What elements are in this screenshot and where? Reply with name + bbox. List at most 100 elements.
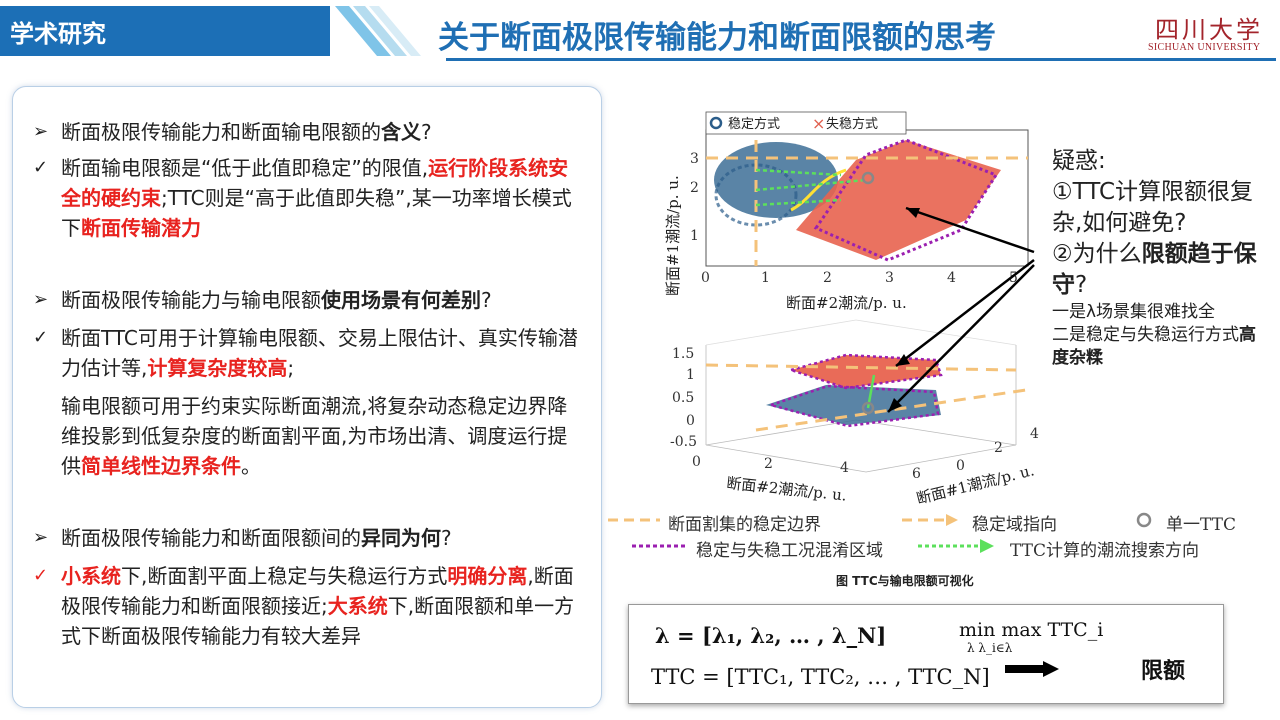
- legend-single-ttc: 单一TTC: [1166, 515, 1237, 535]
- ttc-visualization-figure: 稳定方式 × 失稳方式 0 1 2 3 4 5 1 2 3 断面#2潮流/p. …: [664, 111, 1039, 508]
- tick-label: 2: [690, 180, 699, 196]
- emphasis: 使用场景有何差别: [321, 288, 481, 312]
- title-underline: [446, 58, 1276, 61]
- text: ,断面极限传输能力和断面限额接近;: [61, 564, 574, 618]
- tick-label: 2: [764, 456, 773, 472]
- content-panel: ➢ 断面极限传输能力和断面输电限额的含义? ✓ 断面输电限额是“低于此值即稳定”…: [12, 86, 602, 708]
- legend-boundary: 断面割集的稳定边界: [668, 515, 821, 535]
- paragraph-limit: 输电限额可用于约束实际断面潮流,将复杂动态稳定边界降维投影到低复杂度的断面割平面…: [33, 391, 581, 481]
- bottom-ylabel: 断面#1潮流/p. u.: [915, 461, 1037, 508]
- top-legend: [705, 111, 907, 135]
- emphasis: 高度杂糅: [1052, 325, 1256, 368]
- ttc-definition: TTC = [TTC₁, TTC₂, … , TTC_N]: [651, 665, 990, 689]
- text: 下,断面割平面上稳定与失稳运行方式: [121, 564, 448, 588]
- highlight: 运行阶段系统安全的硬约束: [61, 156, 569, 210]
- text: 断面输电限额是“低于此值即稳定”的限值,: [61, 156, 429, 180]
- check-icon: ✓: [33, 565, 49, 586]
- highlight: 明确分离: [447, 564, 528, 588]
- unstable-marker-icon: ×: [812, 114, 825, 133]
- text: ;: [287, 356, 295, 380]
- arrow-bullet-icon: ➢: [33, 527, 49, 548]
- decorative-stripes: [335, 6, 421, 56]
- legend-markers: [608, 512, 1152, 553]
- highlight: 小系统: [61, 564, 121, 588]
- legend-search: TTC计算的潮流搜索方向: [1010, 541, 1200, 561]
- text: 输电限额可用于约束实际断面潮流,将复杂动态稳定边界降维投影到低复杂度的断面割平面…: [61, 394, 568, 478]
- check-icon: ✓: [33, 157, 49, 178]
- answer-1: 一是λ场景集很难找全: [1052, 302, 1216, 322]
- text: 断面极限传输能力与输电限额: [61, 288, 321, 312]
- bullet-difference: ➢ 断面极限传输能力和断面限额间的异同为何?: [33, 523, 581, 553]
- highlight: 大系统: [327, 594, 388, 618]
- question-1: ①TTC计算限额很复杂,如何避免?: [1052, 179, 1254, 236]
- top-plot: 稳定方式 × 失稳方式 0 1 2 3 4 5 1 2 3 断面#2潮流/p. …: [664, 111, 1029, 312]
- tick-label: 5: [1009, 270, 1018, 286]
- tick-label: 2: [994, 440, 1003, 456]
- bullet-meaning: ➢ 断面极限传输能力和断面输电限额的含义?: [33, 117, 581, 147]
- text: 二是稳定与失稳运行方式: [1052, 325, 1239, 345]
- legend-direction: 稳定域指向: [972, 515, 1057, 535]
- text: 断面极限传输能力和断面限额间的: [61, 526, 361, 550]
- tick-label: 1: [761, 270, 770, 286]
- page-title: 关于断面极限传输能力和断面限额的思考: [438, 20, 996, 56]
- tick-label: 0: [956, 458, 965, 474]
- bottom-xlabel: 断面#2潮流/p. u.: [726, 474, 848, 505]
- tick-label: 3: [885, 270, 894, 286]
- emphasis: 含义: [381, 120, 421, 144]
- text: ?: [441, 526, 452, 550]
- tick-label: 1: [690, 228, 699, 244]
- emphasis: 异同为何: [361, 526, 441, 550]
- minmax-subscript: λ λ_i∈λ: [967, 641, 1013, 655]
- check-meaning: ✓ 断面输电限额是“低于此值即稳定”的限值,运行阶段系统安全的硬约束;TTC则是…: [33, 153, 581, 243]
- arrow-bullet-icon: ➢: [33, 121, 49, 142]
- highlight: 计算复杂度较高: [147, 356, 288, 380]
- text: ?: [481, 288, 492, 312]
- question-heading: 疑惑:: [1052, 148, 1106, 174]
- bottom-3d-plot: 1.5 1 0.5 0 -0.5 0 2 4 6 0 2 4 断面#2潮流/p.…: [670, 319, 1039, 508]
- tick-label: 4: [840, 460, 849, 476]
- tick-label: 2: [823, 270, 832, 286]
- stable-marker-icon: [709, 116, 723, 130]
- single-ttc-icon: [1136, 512, 1152, 528]
- header: 学术研究 关于断面极限传输能力和断面限额的思考 四川大学 SICHUAN UNI…: [0, 0, 1280, 70]
- lambda-definition: λ = [λ₁, λ₂, … , λ_N]: [655, 623, 887, 648]
- formula-box: λ = [λ₁, λ₂, … , λ_N] TTC = [TTC₁, TTC₂,…: [628, 604, 1224, 704]
- tick-label: 3: [690, 151, 699, 167]
- text: 下,断面限额和单一方式下断面极限传输能力有较大差异: [61, 594, 575, 648]
- limit-label: 限额: [1141, 659, 1186, 684]
- text: ;TTC则是“高于此值即失稳”,某一功率增长模式下: [61, 186, 572, 240]
- tick-label: 0.5: [672, 390, 694, 406]
- right-arrow-icon: [1005, 661, 1059, 677]
- university-name-en: SICHUAN UNIVERSITY: [1148, 42, 1261, 53]
- bullet-scenario: ➢ 断面极限传输能力与输电限额使用场景有何差别?: [33, 285, 581, 315]
- tick-label: 0: [692, 454, 701, 470]
- text: 断面TTC可用于计算输电限额、交易上限估计、真实传输潜力估计等,: [61, 326, 578, 380]
- top-xlabel: 断面#2潮流/p. u.: [786, 294, 907, 312]
- legend-stable: 稳定方式: [728, 116, 780, 132]
- tick-label: 1.5: [672, 346, 694, 362]
- check-scenario: ✓ 断面TTC可用于计算输电限额、交易上限估计、真实传输潜力估计等,计算复杂度较…: [33, 323, 581, 383]
- tick-label: 6: [912, 466, 921, 482]
- check-difference: ✓ 小系统下,断面割平面上稳定与失稳运行方式明确分离,断面极限传输能力和断面限额…: [33, 561, 581, 651]
- minmax-expression: min max TTC_i: [959, 619, 1104, 641]
- figure-legend: 断面割集的稳定边界 稳定域指向 单一TTC 稳定与失稳工况混淆区域 TTC计算的…: [606, 508, 1266, 564]
- section-tag-label: 学术研究: [10, 20, 106, 48]
- tick-label: 0: [686, 413, 695, 429]
- highlight: 简单线性边界条件: [81, 454, 241, 478]
- text: ?: [421, 120, 432, 144]
- tick-label: 1: [686, 367, 695, 383]
- legend-unstable: 失稳方式: [826, 116, 878, 132]
- legend-mixed: 稳定与失稳工况混淆区域: [696, 541, 883, 561]
- text: 。: [241, 454, 261, 478]
- top-ylabel: 断面#1潮流/p. u.: [664, 175, 682, 296]
- arrow-bullet-icon: ➢: [33, 289, 49, 310]
- figure-caption: 图 TTC与输电限额可视化: [836, 574, 974, 588]
- university-logo: 四川大学: [1155, 16, 1263, 44]
- unstable-points-cloud: [796, 140, 1001, 260]
- tick-label: 4: [947, 270, 956, 286]
- text: ?: [1075, 272, 1088, 298]
- tick-label: 0: [701, 270, 710, 286]
- check-icon: ✓: [33, 327, 49, 348]
- tick-label: 4: [1030, 426, 1039, 442]
- tick-label: -0.5: [670, 434, 697, 450]
